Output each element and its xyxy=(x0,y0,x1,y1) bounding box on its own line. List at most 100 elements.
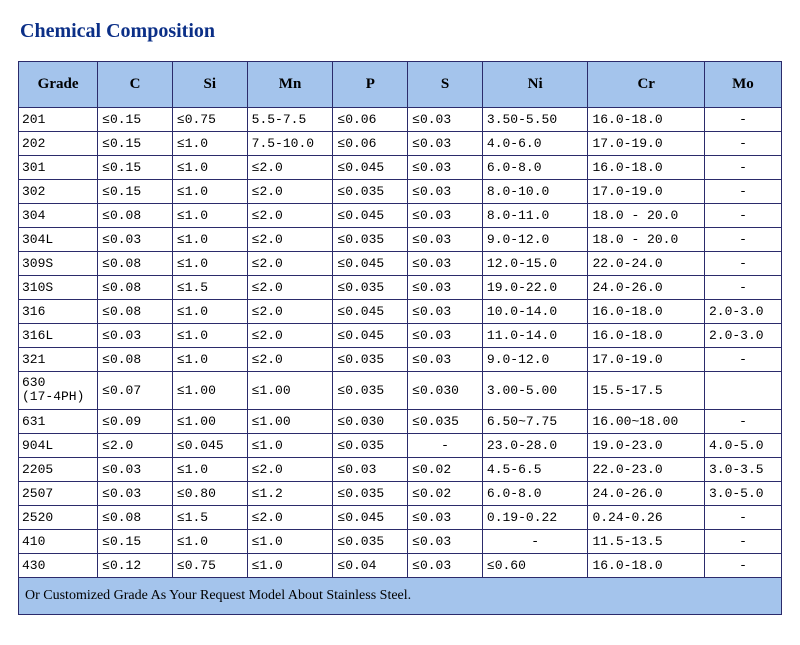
value-cell: ≤0.03 xyxy=(408,276,483,300)
value-cell xyxy=(704,372,781,410)
grade-cell: 201 xyxy=(19,108,98,132)
value-cell: ≤0.035 xyxy=(408,409,483,433)
value-cell: 17.0-19.0 xyxy=(588,132,705,156)
value-cell: ≤0.03 xyxy=(408,324,483,348)
value-cell: ≤2.0 xyxy=(247,180,333,204)
value-cell: 9.0-12.0 xyxy=(482,348,588,372)
value-cell: ≤2.0 xyxy=(247,348,333,372)
value-cell: ≤0.08 xyxy=(98,348,173,372)
value-cell: ≤2.0 xyxy=(247,457,333,481)
col-header: S xyxy=(408,62,483,108)
value-cell: ≤2.0 xyxy=(247,505,333,529)
value-cell: 11.5-13.5 xyxy=(588,529,705,553)
value-cell: 17.0-19.0 xyxy=(588,348,705,372)
value-cell: 18.0 - 20.0 xyxy=(588,204,705,228)
col-header: Mn xyxy=(247,62,333,108)
table-row: 2205≤0.03≤1.0≤2.0≤0.03≤0.024.5-6.522.0-2… xyxy=(19,457,782,481)
grade-cell: 316 xyxy=(19,300,98,324)
value-cell: - xyxy=(704,252,781,276)
col-header: Ni xyxy=(482,62,588,108)
value-cell: - xyxy=(704,204,781,228)
table-row: 304≤0.08≤1.0≤2.0≤0.045≤0.038.0-11.018.0 … xyxy=(19,204,782,228)
grade-cell: 2507 xyxy=(19,481,98,505)
value-cell: ≤0.035 xyxy=(333,433,408,457)
value-cell: ≤1.0 xyxy=(247,553,333,577)
table-row: 309S≤0.08≤1.0≤2.0≤0.045≤0.0312.0-15.022.… xyxy=(19,252,782,276)
table-row: 301≤0.15≤1.0≤2.0≤0.045≤0.036.0-8.016.0-1… xyxy=(19,156,782,180)
value-cell: 5.5-7.5 xyxy=(247,108,333,132)
table-row: 321≤0.08≤1.0≤2.0≤0.035≤0.039.0-12.017.0-… xyxy=(19,348,782,372)
grade-cell: 410 xyxy=(19,529,98,553)
value-cell: ≤0.03 xyxy=(408,529,483,553)
grade-cell: 321 xyxy=(19,348,98,372)
value-cell: - xyxy=(704,505,781,529)
value-cell: ≤0.15 xyxy=(98,156,173,180)
value-cell: ≤0.035 xyxy=(333,372,408,410)
table-row: 631≤0.09≤1.00≤1.00≤0.030≤0.0356.50~7.751… xyxy=(19,409,782,433)
value-cell: ≤0.12 xyxy=(98,553,173,577)
grade-cell: 2520 xyxy=(19,505,98,529)
grade-cell: 904L xyxy=(19,433,98,457)
value-cell: - xyxy=(704,409,781,433)
value-cell: 3.0-5.0 xyxy=(704,481,781,505)
value-cell: ≤0.03 xyxy=(408,553,483,577)
value-cell: 16.0-18.0 xyxy=(588,324,705,348)
value-cell: - xyxy=(704,228,781,252)
table-row: 310S≤0.08≤1.5≤2.0≤0.035≤0.0319.0-22.024.… xyxy=(19,276,782,300)
value-cell: ≤0.03 xyxy=(408,132,483,156)
value-cell: ≤0.035 xyxy=(333,276,408,300)
value-cell: ≤0.15 xyxy=(98,108,173,132)
value-cell: - xyxy=(482,529,588,553)
value-cell: 16.0-18.0 xyxy=(588,108,705,132)
value-cell: ≤0.02 xyxy=(408,457,483,481)
value-cell: 3.0-3.5 xyxy=(704,457,781,481)
composition-table: GradeCSiMnPSNiCrMo 201≤0.15≤0.755.5-7.5≤… xyxy=(18,61,782,615)
table-body: 201≤0.15≤0.755.5-7.5≤0.06≤0.033.50-5.501… xyxy=(19,108,782,578)
value-cell: ≤1.0 xyxy=(172,132,247,156)
value-cell: 22.0-24.0 xyxy=(588,252,705,276)
value-cell: 0.19-0.22 xyxy=(482,505,588,529)
value-cell: ≤0.06 xyxy=(333,108,408,132)
value-cell: - xyxy=(704,529,781,553)
value-cell: ≤0.035 xyxy=(333,228,408,252)
value-cell: ≤0.03 xyxy=(408,228,483,252)
col-header: Mo xyxy=(704,62,781,108)
value-cell: ≤0.03 xyxy=(333,457,408,481)
col-header: C xyxy=(98,62,173,108)
table-row: 316L≤0.03≤1.0≤2.0≤0.045≤0.0311.0-14.016.… xyxy=(19,324,782,348)
value-cell: ≤1.0 xyxy=(172,228,247,252)
value-cell: 4.0-6.0 xyxy=(482,132,588,156)
value-cell: ≤0.15 xyxy=(98,180,173,204)
value-cell: ≤0.75 xyxy=(172,108,247,132)
value-cell: ≤0.60 xyxy=(482,553,588,577)
value-cell: 3.50-5.50 xyxy=(482,108,588,132)
value-cell: 16.00~18.00 xyxy=(588,409,705,433)
value-cell: ≤1.0 xyxy=(172,529,247,553)
value-cell: ≤0.03 xyxy=(408,180,483,204)
grade-cell: 310S xyxy=(19,276,98,300)
grade-cell: 316L xyxy=(19,324,98,348)
value-cell: ≤0.15 xyxy=(98,529,173,553)
value-cell: ≤1.00 xyxy=(247,372,333,410)
value-cell: - xyxy=(704,276,781,300)
value-cell: ≤0.045 xyxy=(172,433,247,457)
value-cell: 17.0-19.0 xyxy=(588,180,705,204)
value-cell: ≤0.08 xyxy=(98,252,173,276)
value-cell: ≤0.03 xyxy=(408,300,483,324)
table-row: 2520≤0.08≤1.5≤2.0≤0.045≤0.030.19-0.220.2… xyxy=(19,505,782,529)
value-cell: ≤2.0 xyxy=(247,324,333,348)
value-cell: 23.0-28.0 xyxy=(482,433,588,457)
value-cell: ≤0.08 xyxy=(98,204,173,228)
value-cell: ≤1.5 xyxy=(172,276,247,300)
value-cell: ≤0.035 xyxy=(333,180,408,204)
value-cell: ≤1.00 xyxy=(172,409,247,433)
value-cell: ≤0.035 xyxy=(333,481,408,505)
table-row: 304L≤0.03≤1.0≤2.0≤0.035≤0.039.0-12.018.0… xyxy=(19,228,782,252)
value-cell: 15.5-17.5 xyxy=(588,372,705,410)
value-cell: 6.50~7.75 xyxy=(482,409,588,433)
grade-cell: 302 xyxy=(19,180,98,204)
grade-cell: 309S xyxy=(19,252,98,276)
value-cell: ≤0.80 xyxy=(172,481,247,505)
value-cell: 8.0-11.0 xyxy=(482,204,588,228)
value-cell: ≤0.75 xyxy=(172,553,247,577)
